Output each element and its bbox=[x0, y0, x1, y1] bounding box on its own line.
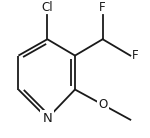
Text: N: N bbox=[42, 112, 52, 125]
Text: F: F bbox=[132, 49, 138, 62]
Text: O: O bbox=[98, 98, 107, 111]
Text: F: F bbox=[99, 1, 106, 14]
Text: Cl: Cl bbox=[42, 1, 53, 14]
